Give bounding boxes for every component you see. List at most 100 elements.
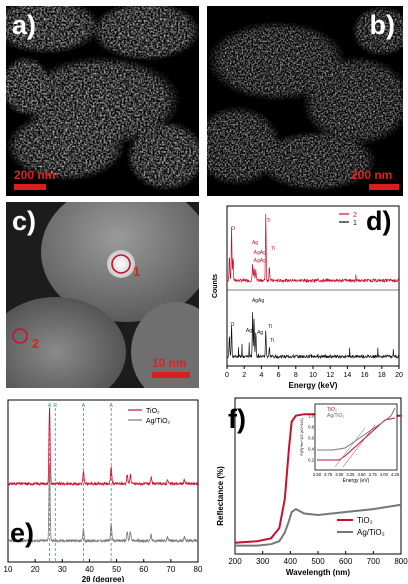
- series-line: [7, 465, 199, 544]
- x-tick-label: 14: [344, 372, 352, 379]
- inset-x-tick-label: 4.00: [380, 472, 389, 477]
- x-tick-label: 200: [228, 557, 242, 566]
- x-tick-label: 8: [294, 372, 298, 379]
- inset-x-tick-label: 3.75: [369, 472, 378, 477]
- scale-bar: [14, 184, 46, 190]
- panel-b-micrograph: b) 200 nm: [207, 6, 403, 196]
- x-tick-label: 50: [112, 565, 121, 574]
- inset-x-tick-label: 3.00: [335, 472, 344, 477]
- x-axis-label: Energy (keV): [289, 381, 338, 390]
- x-tick-label: 20: [395, 372, 403, 379]
- peak-annotation: Ti: [267, 218, 271, 224]
- scale-bar-label: 200 nm: [14, 168, 56, 182]
- inset-series-line: [317, 417, 396, 461]
- x-tick-label: 16: [361, 372, 369, 379]
- peak-annotation: O: [231, 226, 235, 232]
- plot-frame: [7, 399, 199, 563]
- panel-label: c): [12, 206, 37, 236]
- inset-x-tick-label: 3.25: [346, 472, 355, 477]
- scale-bar: [152, 372, 190, 378]
- peak-annotation: Ti: [270, 338, 274, 344]
- x-tick-label: 60: [139, 565, 148, 574]
- marker-label: 1: [133, 264, 141, 279]
- x-tick-label: 12: [326, 372, 334, 379]
- inset-x-axis-label: Energy (eV): [343, 478, 370, 484]
- scale-bar-label: 10 nm: [152, 356, 187, 370]
- inset-y-tick-label: 0.8: [308, 425, 314, 430]
- inset-y-tick-label: 0.4: [308, 447, 314, 452]
- sem-texture-b: [207, 6, 403, 196]
- panel-label: b): [369, 10, 395, 40]
- panel-f-reflectance-chart: 200 300 400 500 600 700 800 Wavelength (nm) Refl…: [216, 397, 408, 577]
- peak-annotation: AgAg: [254, 250, 266, 256]
- marker-label: 2: [32, 336, 40, 351]
- x-tick-label: 6: [277, 372, 281, 379]
- panel-label: e): [10, 518, 35, 548]
- series-line: [235, 503, 402, 547]
- inset-x-tick-label: 2.50: [313, 472, 322, 477]
- x-tick-label: 0: [225, 372, 229, 379]
- x-tick-label: 70: [166, 565, 175, 574]
- legend-label: TiO₂: [146, 408, 160, 415]
- scale-bar: [369, 184, 399, 190]
- x-tick-label: 4: [259, 372, 263, 379]
- x-tick-label: 10: [309, 372, 317, 379]
- sem-texture-a: [6, 6, 199, 196]
- x-tick-label: 800: [394, 557, 408, 566]
- series-line: [227, 312, 400, 360]
- inset-y-axis-label: F(R)*hν^1/2 (eV^1/2): [299, 418, 304, 456]
- reference-label: R: [53, 403, 57, 409]
- x-tick-label: 700: [367, 557, 381, 566]
- peak-annotation: Ti: [268, 324, 272, 330]
- peak-annotation: Ti: [271, 246, 275, 252]
- peak-annotation: Ag: [257, 330, 263, 336]
- panel-label: a): [12, 10, 37, 40]
- series-line: [227, 213, 400, 284]
- x-tick-label: 20: [31, 565, 40, 574]
- inset-x-tick-label: 2.75: [324, 472, 333, 477]
- legend-label: Ag/TiO₂: [357, 528, 385, 537]
- panel-label: d): [366, 206, 392, 236]
- peak-annotation: Ag: [252, 240, 258, 246]
- series-line: [7, 406, 199, 487]
- panel-a-micrograph: a) 200 nm: [6, 6, 199, 196]
- x-tick-label: 2: [242, 372, 246, 379]
- tem-image: [6, 202, 199, 388]
- inset-series-line: [317, 407, 396, 451]
- inset-frame: [314, 403, 398, 471]
- inset-tangent-line: [342, 424, 376, 468]
- x-tick-label: 40: [85, 565, 94, 574]
- x-tick-label: 500: [311, 557, 325, 566]
- inset-y-tick-label: 0.6: [308, 436, 314, 441]
- inset-x-tick-label: 4.25: [391, 472, 400, 477]
- inset-chart: 2.50 2.75 3.00 3.25 3.50 3.75 4.00 4.25 0.2 0.4 0.…: [299, 403, 400, 484]
- legend-label: 2: [353, 212, 357, 219]
- x-tick-label: 10: [4, 565, 13, 574]
- inset-x-tick-label: 3.50: [357, 472, 366, 477]
- y-axis-label: Reflectance (%): [216, 466, 225, 526]
- legend-label: Ag/TiO₂: [146, 418, 171, 425]
- panel-label: f): [228, 404, 246, 434]
- x-tick-label: 300: [256, 557, 270, 566]
- peak-annotation: O: [230, 322, 234, 328]
- legend-label: TiO₂: [357, 516, 373, 525]
- reference-label: A: [82, 403, 86, 409]
- x-tick-label: 80: [194, 565, 203, 574]
- inset-legend-label: Ag/TiO₂: [327, 413, 344, 419]
- scale-bar-label: 200 nm: [351, 168, 393, 182]
- inset-y-tick-label: 0.2: [308, 458, 314, 463]
- inset-tangent-line: [334, 427, 366, 468]
- peak-annotation: Ag: [246, 328, 252, 334]
- x-tick-label: 30: [58, 565, 67, 574]
- inset-legend-label: TiO₂: [327, 407, 337, 413]
- legend-label: 1: [353, 220, 357, 227]
- x-axis-label: Wavelength (nm): [286, 568, 350, 577]
- x-tick-label: 400: [284, 557, 298, 566]
- x-tick-label: 600: [339, 557, 353, 566]
- peak-annotation: AgAg: [254, 258, 266, 264]
- reference-label: A: [109, 403, 113, 409]
- reference-label: A: [48, 403, 52, 409]
- inset-y-tick-label: 1.0: [308, 414, 314, 419]
